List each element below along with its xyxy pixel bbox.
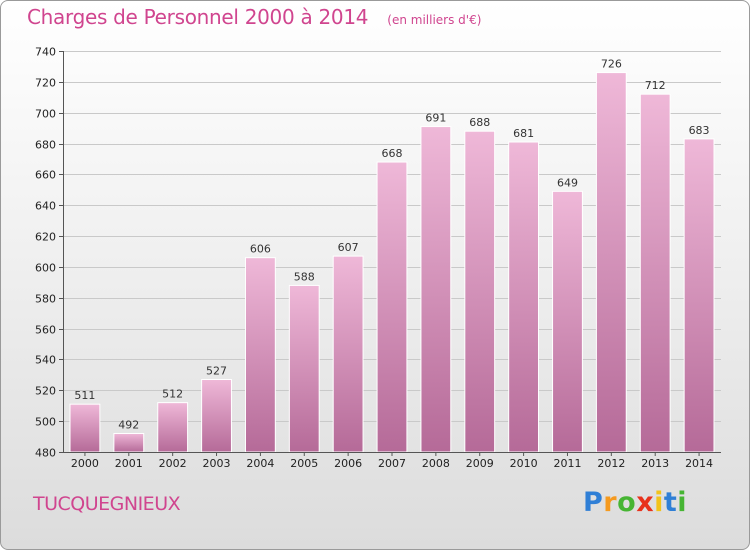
y-tick-label: 720: [35, 77, 56, 90]
axes: [59, 51, 721, 456]
bar-value-label: 511: [74, 389, 95, 402]
bar: [639, 93, 671, 453]
bar: [332, 255, 364, 453]
x-tick-label: 2012: [597, 457, 625, 470]
proxiti-logo: Proxiti: [583, 487, 687, 518]
y-tick-label: 740: [35, 46, 56, 59]
bar-value-label: 512: [162, 388, 183, 401]
x-tick-label: 2003: [203, 457, 231, 470]
x-tick-label: 2006: [334, 457, 362, 470]
title-row: Charges de Personnel 2000 à 2014 (en mil…: [27, 5, 481, 29]
y-tick-label: 540: [35, 354, 56, 367]
bar-value-label: 588: [294, 270, 315, 283]
x-tick-label: 2010: [510, 457, 538, 470]
bar: [683, 138, 715, 453]
bar: [201, 379, 232, 453]
bar: [552, 190, 583, 453]
bar: [595, 72, 627, 453]
x-tick-label: 2014: [685, 457, 713, 470]
x-tick-label: 2011: [553, 457, 581, 470]
chart-subtitle: (en milliers d'€): [387, 13, 482, 27]
y-tick-label: 560: [35, 324, 56, 337]
logo-letter: P: [583, 487, 604, 518]
y-tick-label: 620: [35, 231, 56, 244]
y-tick-label: 480: [35, 447, 56, 460]
chart-title: Charges de Personnel 2000 à 2014: [27, 5, 369, 29]
logo-letter: t: [663, 487, 678, 518]
logo-letter: i: [654, 487, 664, 518]
bar-value-label: 681: [513, 127, 534, 140]
logo-letter: x: [636, 487, 655, 518]
bar: [376, 161, 408, 453]
y-tick-label: 600: [35, 262, 56, 275]
bar-value-label: 691: [425, 112, 446, 125]
x-tick-label: 2008: [422, 457, 450, 470]
x-tick-label: 2002: [159, 457, 187, 470]
location-name: TUCQUEGNIEUX: [33, 493, 181, 515]
bar-value-label: 726: [601, 58, 622, 71]
labels: 480 500 520 540 560 580 600 620 640 660 680 700 720 7…: [35, 46, 713, 471]
bar: [464, 130, 496, 453]
x-tick-label: 2000: [71, 457, 99, 470]
x-tick-label: 2013: [641, 457, 669, 470]
bar: [420, 126, 452, 453]
logo-letter: i: [677, 487, 688, 518]
y-tick-label: 520: [35, 385, 56, 398]
x-tick-label: 2004: [246, 457, 274, 470]
y-tick-label: 640: [35, 200, 56, 213]
bar-value-label: 683: [689, 124, 710, 137]
logo-letter: r: [603, 487, 618, 518]
x-tick-label: 2001: [115, 457, 143, 470]
y-tick-label: 580: [35, 293, 56, 306]
x-tick-label: 2007: [378, 457, 406, 470]
bar-value-label: 668: [382, 147, 403, 160]
bar-value-label: 607: [338, 241, 359, 254]
bar-value-label: 492: [118, 418, 139, 431]
bar: [157, 402, 189, 453]
bar-value-label: 527: [206, 365, 227, 378]
bar-value-label: 712: [645, 79, 666, 92]
logo-letter: o: [617, 487, 637, 518]
y-tick-label: 700: [35, 108, 56, 121]
bar: [508, 141, 540, 453]
y-tick-label: 680: [35, 139, 56, 152]
bar: [113, 432, 145, 453]
bar-value-label: 649: [557, 176, 578, 189]
bar-value-label: 606: [250, 243, 271, 256]
bar: [288, 284, 320, 453]
bar-value-label: 688: [469, 116, 490, 129]
y-tick-label: 500: [35, 416, 56, 429]
bar: [69, 403, 101, 453]
x-tick-label: 2009: [466, 457, 494, 470]
y-tick-label: 660: [35, 169, 56, 182]
bar: [244, 257, 276, 453]
x-tick-label: 2005: [290, 457, 318, 470]
